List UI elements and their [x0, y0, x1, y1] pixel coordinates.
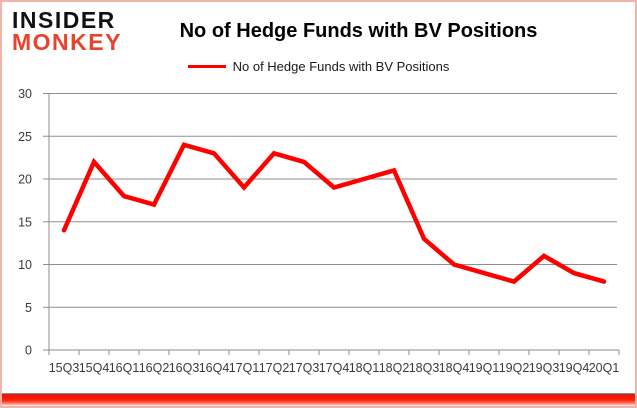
y-tick-label: 0 [25, 344, 32, 358]
x-tick-label: 18Q1 [349, 361, 380, 375]
x-tick-label: 16Q4 [199, 361, 230, 375]
x-tick-label: 17Q1 [229, 361, 260, 375]
chart-title: No of Hedge Funds with BV Positions [179, 20, 538, 42]
x-tick-label: 19Q2 [499, 361, 530, 375]
x-tick-label: 19Q4 [559, 361, 590, 375]
x-tick-label: 19Q1 [469, 361, 500, 375]
legend-line-swatch [187, 65, 226, 68]
x-tick-label: 20Q1 [589, 361, 620, 375]
y-tick-label: 25 [18, 130, 32, 144]
insider-monkey-logo: INSIDER MONKEY [12, 7, 122, 55]
x-tick-label: 17Q4 [319, 361, 350, 375]
y-tick-label: 30 [18, 87, 32, 101]
x-tick-label: 15Q4 [79, 361, 110, 375]
y-tick-label: 20 [18, 173, 32, 187]
x-tick-label: 15Q3 [49, 361, 80, 375]
x-tick-label: 16Q3 [169, 361, 200, 375]
y-tick-label: 5 [25, 301, 32, 315]
line-chart: 0 5 10 15 20 25 30 15Q3 15Q4 16Q1 16Q2 16Q3 16Q4 17Q1… [18, 87, 620, 375]
x-tick-label: 18Q2 [379, 361, 410, 375]
x-tick-label: 18Q4 [439, 361, 470, 375]
x-tick-label: 17Q3 [289, 361, 320, 375]
logo-word-insider: INSIDER [12, 7, 116, 33]
data-series-line [61, 142, 607, 285]
x-tick-label: 19Q3 [529, 361, 560, 375]
legend-label: No of Hedge Funds with BV Positions [232, 59, 450, 74]
legend: No of Hedge Funds with BV Positions [2, 59, 635, 74]
x-tick-label: 16Q1 [109, 361, 140, 375]
y-tick-label: 10 [18, 258, 32, 272]
x-tick-label: 16Q2 [139, 361, 170, 375]
logo-word-monkey: MONKEY [12, 28, 122, 55]
x-tick-label: 18Q3 [409, 361, 440, 375]
footer-accent-bar [2, 394, 635, 406]
x-tick-label: 17Q2 [259, 361, 290, 375]
y-tick-label: 15 [18, 215, 32, 229]
footer-divider [2, 393, 635, 394]
